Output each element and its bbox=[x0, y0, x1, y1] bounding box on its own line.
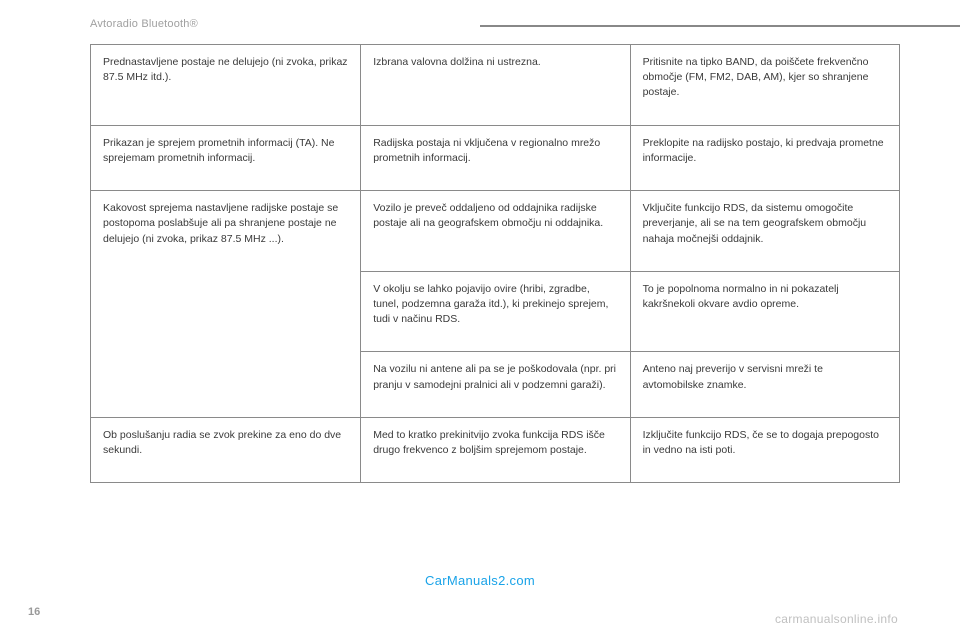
page-header: Avtoradio Bluetooth® bbox=[90, 18, 900, 30]
cell-solution: Anteno naj preverijo v servisni mreži te… bbox=[630, 352, 899, 417]
cell-cause: Izbrana valovna dolžina ni ustrezna. bbox=[361, 45, 630, 126]
header-divider bbox=[480, 25, 960, 27]
table-row: Ob poslušanju radia se zvok prekine za e… bbox=[91, 417, 900, 482]
watermark-gray: carmanualsonline.info bbox=[775, 612, 898, 626]
cell-cause: Radijska postaja ni vključena v regional… bbox=[361, 125, 630, 190]
cell-cause: V okolju se lahko pojavijo ovire (hribi,… bbox=[361, 271, 630, 352]
cell-cause: Vozilo je preveč oddaljeno od oddajnika … bbox=[361, 191, 630, 272]
page-number: 16 bbox=[28, 606, 40, 618]
cell-problem: Prikazan je sprejem prometnih informacij… bbox=[91, 125, 361, 190]
watermark-blue: CarManuals2.com bbox=[425, 573, 535, 588]
cell-solution: Vključite funkcijo RDS, da sistemu omogo… bbox=[630, 191, 899, 272]
cell-problem: Ob poslušanju radia se zvok prekine za e… bbox=[91, 417, 361, 482]
cell-problem: Kakovost sprejema nastavljene radijske p… bbox=[91, 191, 361, 418]
table-row: Prikazan je sprejem prometnih informacij… bbox=[91, 125, 900, 190]
table-row: Prednastavljene postaje ne delujejo (ni … bbox=[91, 45, 900, 126]
cell-cause: Med to kratko prekinitvijo zvoka funkcij… bbox=[361, 417, 630, 482]
cell-solution: To je popolnoma normalno in ni pokazatel… bbox=[630, 271, 899, 352]
cell-cause: Na vozilu ni antene ali pa se je poškodo… bbox=[361, 352, 630, 417]
header-title: Avtoradio Bluetooth® bbox=[90, 18, 198, 30]
cell-problem: Prednastavljene postaje ne delujejo (ni … bbox=[91, 45, 361, 126]
cell-solution: Izključite funkcijo RDS, če se to dogaja… bbox=[630, 417, 899, 482]
troubleshoot-table: Prednastavljene postaje ne delujejo (ni … bbox=[90, 44, 900, 483]
cell-solution: Preklopite na radijsko postajo, ki predv… bbox=[630, 125, 899, 190]
table-row: Kakovost sprejema nastavljene radijske p… bbox=[91, 191, 900, 272]
cell-solution: Pritisnite na tipko BAND, da poiščete fr… bbox=[630, 45, 899, 126]
